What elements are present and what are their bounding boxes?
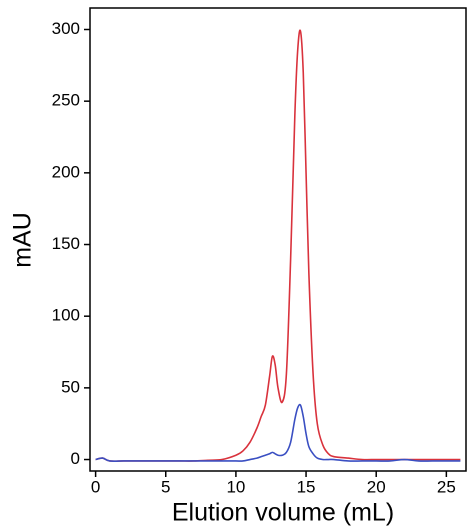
x-tick-label: 25 (437, 477, 456, 496)
y-tick-label: 300 (52, 19, 80, 38)
y-tick-label: 150 (52, 234, 80, 253)
plot-frame (89, 7, 467, 472)
x-tick-label: 15 (297, 477, 316, 496)
y-tick-label: 250 (52, 91, 80, 110)
x-axis-title: Elution volume (mL) (172, 499, 394, 527)
y-tick-label: 0 (71, 449, 80, 468)
data-line (95, 29, 461, 462)
y-tick-label: 100 (52, 306, 80, 325)
x-tick-label: 0 (91, 477, 100, 496)
y-tick-label: 50 (61, 377, 80, 396)
data-line (95, 403, 461, 462)
y-tick-label: 200 (52, 162, 80, 181)
x-tick-label: 20 (367, 477, 386, 496)
x-tick-label: 5 (161, 477, 170, 496)
y-axis-title: mAU (9, 212, 37, 268)
x-tick-label: 10 (226, 477, 245, 496)
